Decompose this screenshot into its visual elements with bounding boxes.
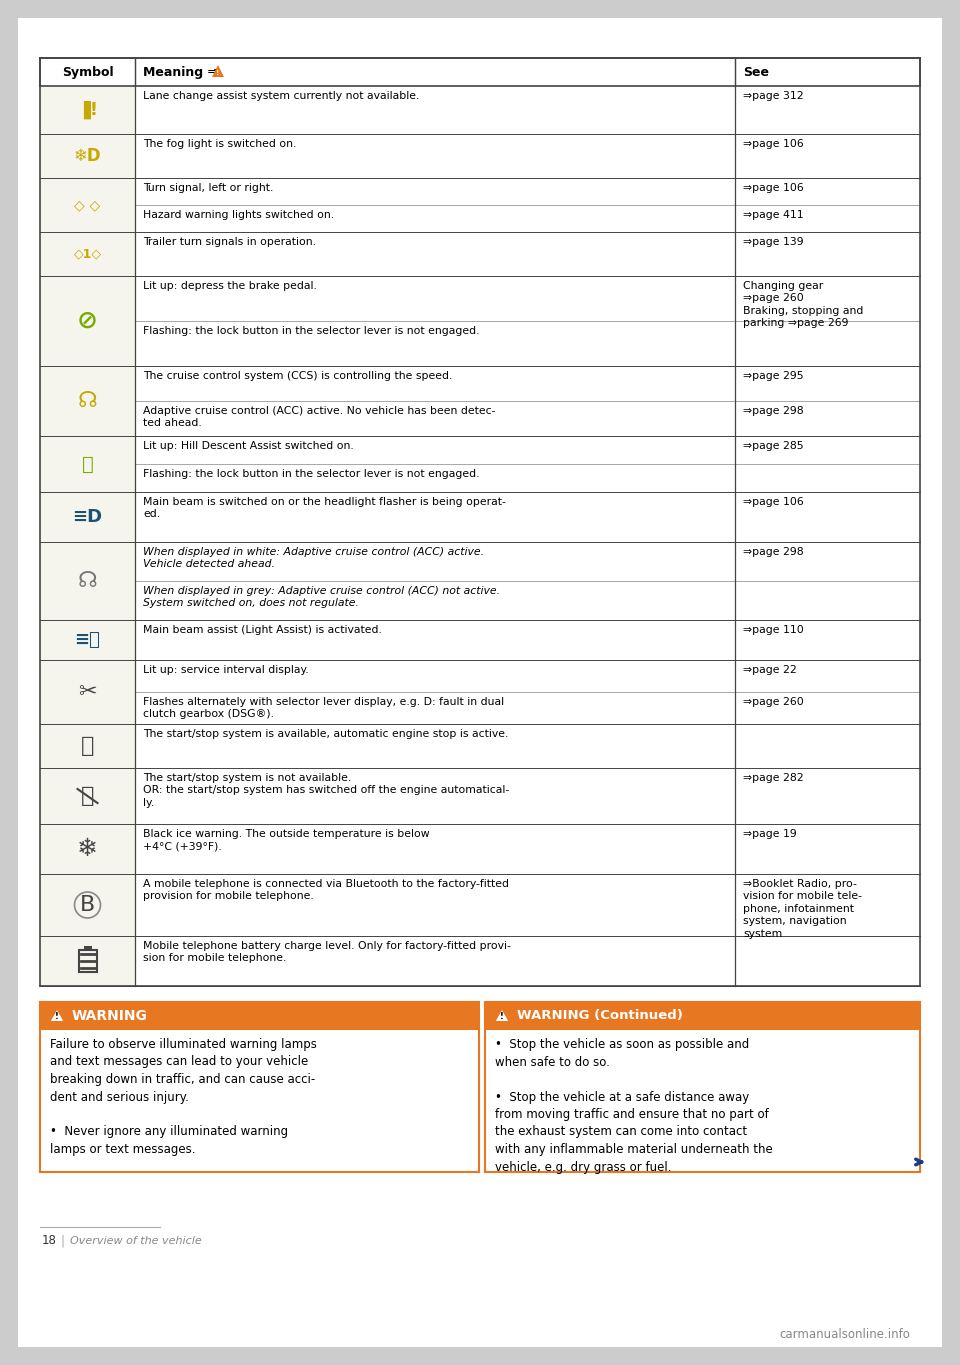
Text: ⇒page 295: ⇒page 295 — [743, 371, 804, 381]
Text: ⇒page 22: ⇒page 22 — [743, 665, 797, 676]
Bar — [40, 86, 135, 134]
Text: ⇒Booklet Radio, pro-
vision for mobile tele-
phone, infotainment
system, navigat: ⇒Booklet Radio, pro- vision for mobile t… — [743, 879, 862, 939]
Text: The cruise control system (CCS) is controlling the speed.: The cruise control system (CCS) is contr… — [143, 371, 452, 381]
Text: !: ! — [216, 70, 220, 75]
Text: Flashing: the lock button in the selector lever is not engaged.: Flashing: the lock button in the selecto… — [143, 470, 479, 479]
Bar — [40, 276, 135, 366]
Text: Black ice warning. The outside temperature is below
+4°C (+39°F).: Black ice warning. The outside temperatu… — [143, 829, 430, 852]
Bar — [40, 1031, 479, 1173]
Text: Failure to observe illuminated warning lamps
and text messages can lead to your : Failure to observe illuminated warning l… — [50, 1037, 317, 1156]
Bar — [40, 232, 135, 276]
Text: ◇ ◇: ◇ ◇ — [75, 198, 101, 212]
Text: WARNING (Continued): WARNING (Continued) — [517, 1010, 683, 1022]
Text: Main beam assist (Light Assist) is activated.: Main beam assist (Light Assist) is activ… — [143, 625, 382, 635]
Text: ⇒page 139: ⇒page 139 — [743, 238, 804, 247]
Bar — [40, 435, 135, 491]
Bar — [485, 1002, 920, 1031]
Text: Ⓐ: Ⓐ — [81, 786, 94, 805]
Text: The start/stop system is available, automatic engine stop is active.: The start/stop system is available, auto… — [143, 729, 509, 738]
Text: Overview of the vehicle: Overview of the vehicle — [70, 1235, 202, 1246]
Text: ⇒page 106: ⇒page 106 — [743, 497, 804, 506]
Text: ⇒page 411: ⇒page 411 — [743, 210, 804, 220]
Bar — [40, 177, 135, 232]
Bar — [40, 768, 135, 824]
Text: Main beam is switched on or the headlight flasher is being operat-
ed.: Main beam is switched on or the headligh… — [143, 497, 506, 520]
Bar — [40, 134, 135, 177]
Text: Hazard warning lights switched on.: Hazard warning lights switched on. — [143, 210, 334, 220]
Text: ⇒page 298: ⇒page 298 — [743, 547, 804, 557]
Text: ☊: ☊ — [78, 390, 97, 411]
Text: ▐!: ▐! — [77, 101, 99, 119]
Text: ☊: ☊ — [78, 571, 97, 591]
Text: ✂: ✂ — [78, 682, 97, 702]
Text: ⇒page 260: ⇒page 260 — [743, 698, 804, 707]
Bar — [40, 491, 135, 542]
Bar — [79, 950, 97, 972]
Text: ⇒page 106: ⇒page 106 — [743, 139, 804, 149]
Polygon shape — [49, 1007, 65, 1022]
Text: Lit up: Hill Descent Assist switched on.: Lit up: Hill Descent Assist switched on. — [143, 441, 353, 450]
Text: B: B — [80, 895, 95, 915]
Text: ⇒page 19: ⇒page 19 — [743, 829, 797, 839]
Text: See: See — [743, 66, 769, 79]
Text: •  Stop the vehicle as soon as possible and
when safe to do so.

•  Stop the veh: • Stop the vehicle as soon as possible a… — [495, 1037, 773, 1174]
Text: Trailer turn signals in operation.: Trailer turn signals in operation. — [143, 238, 316, 247]
Polygon shape — [212, 66, 224, 76]
Bar — [40, 661, 135, 723]
Text: ⛰: ⛰ — [82, 455, 93, 474]
Text: Ⓐ: Ⓐ — [81, 736, 94, 756]
Text: Meaning ⇒: Meaning ⇒ — [143, 66, 218, 79]
Text: Adaptive cruise control (ACC) active. No vehicle has been detec-
ted ahead.: Adaptive cruise control (ACC) active. No… — [143, 405, 495, 429]
Bar — [40, 874, 135, 936]
Bar — [84, 946, 91, 950]
Text: ≡D: ≡D — [72, 508, 103, 526]
Text: When displayed in grey: Adaptive cruise control (ACC) not active.
System switche: When displayed in grey: Adaptive cruise … — [143, 586, 500, 609]
Text: ◇1◇: ◇1◇ — [74, 247, 102, 261]
Text: Lane change assist system currently not available.: Lane change assist system currently not … — [143, 91, 420, 101]
Bar — [40, 366, 135, 435]
Polygon shape — [494, 1007, 510, 1022]
Bar — [40, 542, 135, 620]
Text: |: | — [60, 1234, 64, 1248]
Text: Lit up: depress the brake pedal.: Lit up: depress the brake pedal. — [143, 281, 317, 291]
Text: !: ! — [55, 1011, 59, 1021]
Text: ⇒page 285: ⇒page 285 — [743, 441, 804, 450]
Text: The start/stop system is not available.
OR: the start/stop system has switched o: The start/stop system is not available. … — [143, 773, 509, 808]
Text: Flashes alternately with selector lever display, e.g. D: fault in dual
clutch ge: Flashes alternately with selector lever … — [143, 698, 504, 719]
Text: Changing gear
⇒page 260
Braking, stopping and
parking ⇒page 269: Changing gear ⇒page 260 Braking, stoppin… — [743, 281, 863, 328]
Text: Symbol: Symbol — [61, 66, 113, 79]
Bar — [485, 1031, 920, 1173]
Bar — [40, 57, 920, 86]
Text: ⇒page 106: ⇒page 106 — [743, 183, 804, 192]
Text: WARNING: WARNING — [72, 1009, 148, 1022]
Text: !: ! — [500, 1011, 504, 1021]
Bar — [40, 723, 135, 768]
Text: Turn signal, left or right.: Turn signal, left or right. — [143, 183, 274, 192]
Text: ⇒page 312: ⇒page 312 — [743, 91, 804, 101]
Text: ⇒page 282: ⇒page 282 — [743, 773, 804, 784]
Bar — [40, 824, 135, 874]
Text: A mobile telephone is connected via Bluetooth to the factory-fitted
provision fo: A mobile telephone is connected via Blue… — [143, 879, 509, 901]
Text: ❄D: ❄D — [74, 147, 102, 165]
Text: ⇒page 110: ⇒page 110 — [743, 625, 804, 635]
Text: carmanualsonline.info: carmanualsonline.info — [780, 1328, 910, 1342]
Bar — [40, 936, 135, 986]
Text: ⊘: ⊘ — [77, 308, 98, 333]
Text: Mobile telephone battery charge level. Only for factory-fitted provi-
sion for m: Mobile telephone battery charge level. O… — [143, 940, 511, 964]
Text: The fog light is switched on.: The fog light is switched on. — [143, 139, 297, 149]
Text: ❄: ❄ — [77, 837, 98, 861]
Text: Flashing: the lock button in the selector lever is not engaged.: Flashing: the lock button in the selecto… — [143, 326, 479, 336]
Bar — [40, 1002, 479, 1031]
Text: ⇒page 298: ⇒page 298 — [743, 405, 804, 416]
Text: 18: 18 — [42, 1234, 57, 1248]
Text: ≡Ⓐ: ≡Ⓐ — [75, 631, 101, 648]
Bar — [40, 620, 135, 661]
Text: When displayed in white: Adaptive cruise control (ACC) active.
Vehicle detected : When displayed in white: Adaptive cruise… — [143, 547, 484, 569]
Text: Lit up: service interval display.: Lit up: service interval display. — [143, 665, 309, 676]
